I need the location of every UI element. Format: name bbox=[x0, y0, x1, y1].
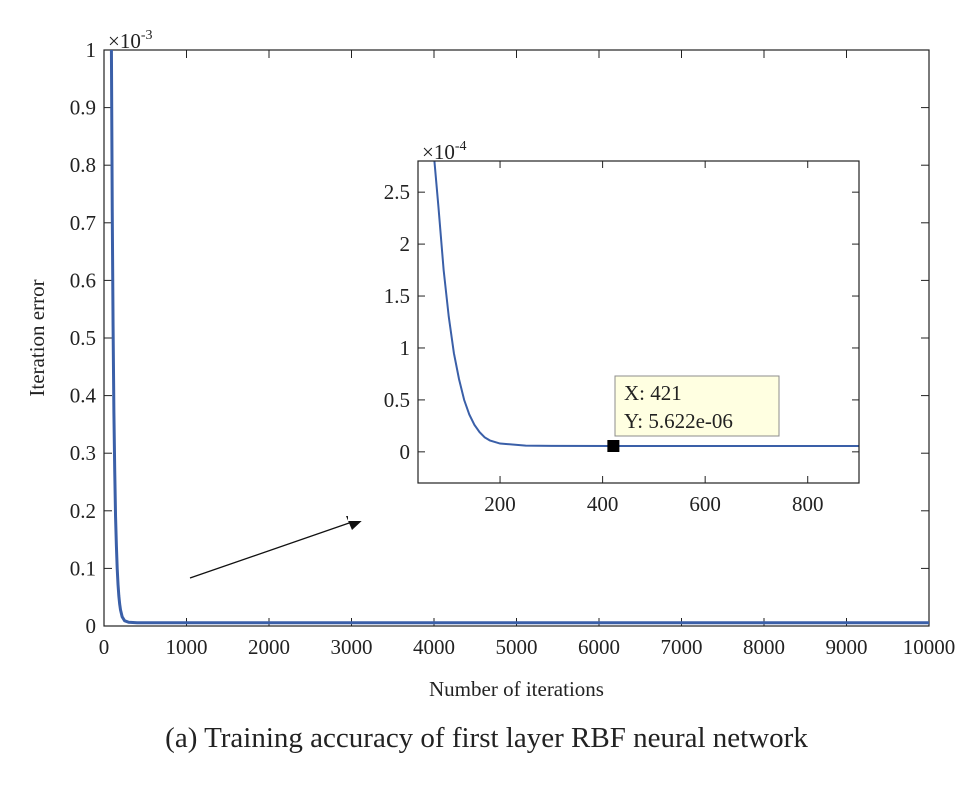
datatip-marker[interactable] bbox=[607, 439, 620, 452]
datatip-x-text: X: 421 bbox=[624, 381, 682, 405]
inset-x-tick-label: 400 bbox=[587, 492, 619, 516]
x-axis-label: Number of iterations bbox=[429, 677, 604, 701]
figure-caption: (a) Training accuracy of first layer RBF… bbox=[165, 722, 808, 754]
main-y-exponent: -3 bbox=[141, 28, 153, 43]
main-axes: 0 1000 2000 3000 4000 5000 6000 7000 8000 9000 100… bbox=[25, 28, 955, 701]
inset-y-tick-label: 2 bbox=[400, 232, 411, 256]
inset-y-ticks: 0 0.5 1 1.5 2 2.5 bbox=[384, 180, 859, 464]
inset-y-tick-label: 0 bbox=[400, 440, 411, 464]
inset-plot-frame bbox=[417, 160, 860, 484]
main-y-tick-label: 0 bbox=[86, 614, 97, 638]
inset-y-exponent-label: ×10-4 bbox=[422, 139, 467, 164]
inset-x-tick-label: 800 bbox=[792, 492, 824, 516]
zoom-arrow bbox=[189, 516, 366, 579]
main-y-tick-label: 0.8 bbox=[70, 153, 96, 177]
inset-y-tick-label: 2.5 bbox=[384, 180, 410, 204]
main-y-tick-label: 0.4 bbox=[70, 384, 97, 408]
datatip-box bbox=[614, 375, 780, 437]
inset-y-exponent: -4 bbox=[455, 139, 467, 154]
inset-x-ticks: 200 400 600 800 bbox=[484, 161, 823, 516]
main-y-tick-label: 0.9 bbox=[70, 96, 96, 120]
main-x-tick-label: 1000 bbox=[166, 635, 208, 659]
inset-y-tick-label: 1.5 bbox=[384, 284, 410, 308]
main-x-tick-label: 6000 bbox=[578, 635, 620, 659]
main-x-ticks: 0 1000 2000 3000 4000 5000 6000 7000 8000 9000 100… bbox=[99, 50, 956, 659]
main-x-tick-label: 3000 bbox=[331, 635, 373, 659]
inset-y-tick-label: 0.5 bbox=[384, 388, 410, 412]
main-x-tick-label: 7000 bbox=[661, 635, 703, 659]
main-x-tick-label: 8000 bbox=[743, 635, 785, 659]
main-x-tick-label: 2000 bbox=[248, 635, 290, 659]
inset-x-tick-label: 600 bbox=[689, 492, 721, 516]
inset-series-line bbox=[433, 160, 859, 447]
inset-y-tick-label: 1 bbox=[400, 336, 411, 360]
main-y-tick-label: 0.3 bbox=[70, 441, 96, 465]
main-y-tick-label: 0.5 bbox=[70, 326, 96, 350]
inset-x-tick-label: 200 bbox=[484, 492, 516, 516]
main-y-exponent-label: ×10-3 bbox=[108, 28, 153, 53]
main-x-tick-label: 9000 bbox=[826, 635, 868, 659]
main-x-tick-label: 5000 bbox=[496, 635, 538, 659]
main-y-ticks: 0 0.1 0.2 0.3 0.4 0.5 0.6 0.7 0.8 0.9 1 bbox=[70, 38, 929, 638]
datatip-y-text: Y: 5.622e-06 bbox=[624, 409, 733, 433]
main-y-tick-label: 0.2 bbox=[70, 499, 96, 523]
inset-axes: 200 400 600 800 0 0.5 1 1.5 2 2.5 ×10-4 X: 421 Y… bbox=[348, 139, 869, 521]
main-x-tick-label: 0 bbox=[99, 635, 110, 659]
main-x-tick-label: 10000 bbox=[903, 635, 956, 659]
datatip[interactable]: X: 421 Y: 5.622e-06 bbox=[607, 375, 780, 452]
main-y-tick-label: 0.1 bbox=[70, 556, 96, 580]
inset-background bbox=[348, 139, 869, 521]
main-series-line bbox=[109, 49, 929, 625]
main-y-tick-label: 0.7 bbox=[70, 211, 96, 235]
main-x-tick-label: 4000 bbox=[413, 635, 455, 659]
y-axis-label: Iteration error bbox=[25, 279, 49, 396]
main-y-tick-label: 1 bbox=[86, 38, 97, 62]
main-y-tick-label: 0.6 bbox=[70, 268, 96, 292]
